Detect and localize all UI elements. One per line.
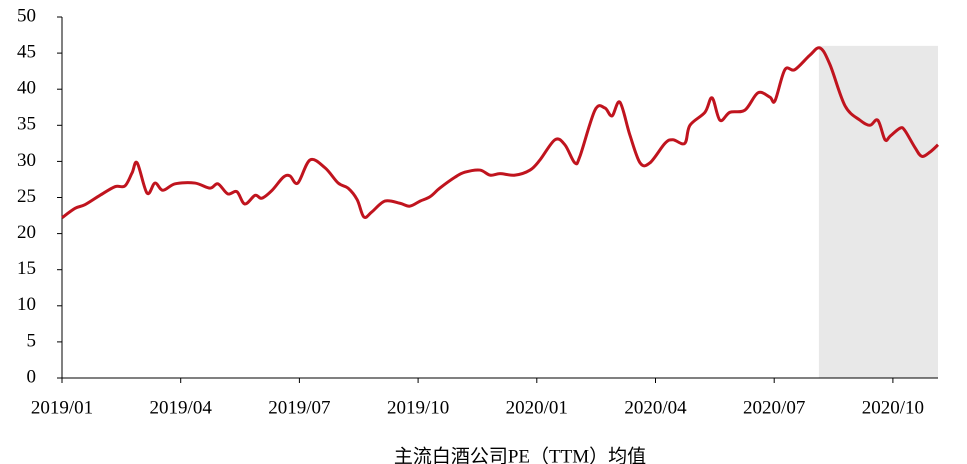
chart-caption: 主流白酒公司PE（TTM）均值 [394,445,646,464]
y-tick-label: 35 [17,114,36,135]
x-tick-label: 2020/10 [862,397,924,418]
y-tick-label: 20 [17,222,36,243]
x-tick-label: 2019/07 [268,397,330,418]
y-tick-label: 25 [17,186,36,207]
y-tick-label: 40 [17,78,36,99]
highlight-region [818,45,938,378]
x-tick-label: 2019/10 [387,397,449,418]
x-tick-label: 2020/01 [506,397,568,418]
y-tick-label: 15 [17,258,36,279]
x-tick-label: 2019/01 [31,397,93,418]
y-tick-label: 30 [17,150,36,171]
line-series [61,46,940,219]
x-tick-label: 2019/04 [150,397,213,418]
y-tick-label: 45 [17,41,36,62]
y-tick-label: 0 [27,366,37,387]
x-tick-label: 2020/07 [743,397,805,418]
y-tick-label: 50 [17,5,36,26]
y-tick-label: 5 [27,330,37,351]
x-tick-label: 2020/04 [624,397,687,418]
y-tick-label: 10 [17,294,36,315]
